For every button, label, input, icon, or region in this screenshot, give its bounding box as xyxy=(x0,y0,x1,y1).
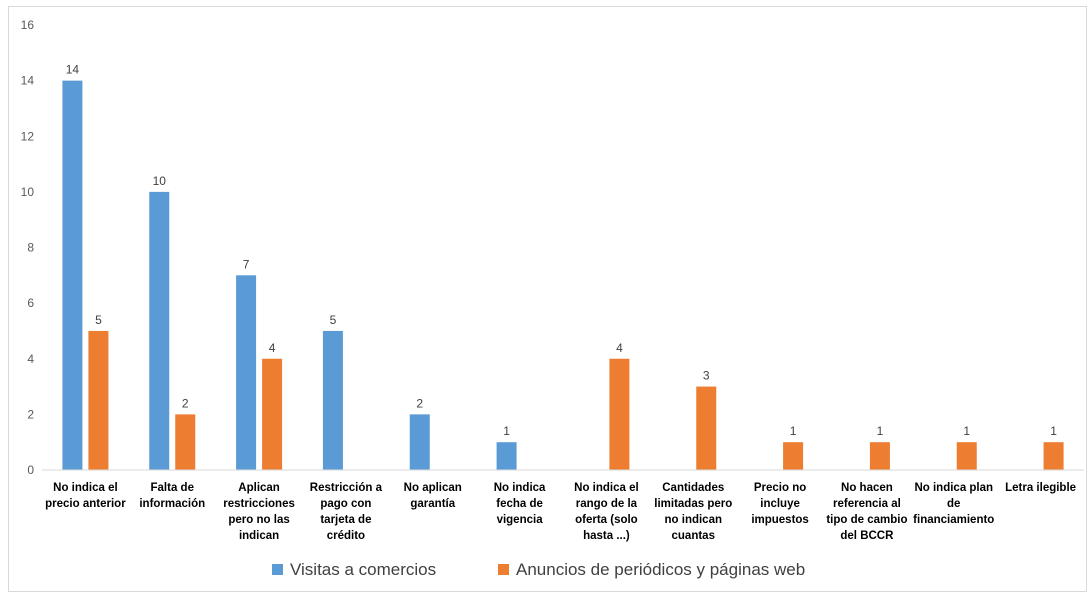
category-label-line: No aplican xyxy=(404,482,462,494)
legend-label: Anuncios de periódicos y páginas web xyxy=(516,560,805,579)
data-label: 2 xyxy=(416,396,423,410)
bar-anuncios xyxy=(1043,442,1064,470)
data-label: 4 xyxy=(269,341,276,355)
y-tick-label: 2 xyxy=(27,407,34,421)
bar-visitas xyxy=(236,275,257,470)
category-label: No indica el precio anterior xyxy=(45,482,126,510)
category-label-line: indican xyxy=(239,530,279,542)
category-label-line: limitadas pero xyxy=(654,498,732,510)
category-label-line: restricciones xyxy=(223,498,295,510)
category-label-line: no indican xyxy=(665,514,723,526)
category-label: Restricción a pago con tarjeta de crédito xyxy=(310,482,383,542)
y-tick-label: 10 xyxy=(21,185,35,199)
data-label: 1 xyxy=(963,424,970,438)
y-axis-ticks: 0 2 4 6 8 10 12 14 16 xyxy=(21,18,35,477)
category-label-line: oferta (solo xyxy=(575,514,638,526)
bar-visitas xyxy=(322,330,343,470)
category-label-line: Aplican xyxy=(238,482,280,494)
category-label-line: fecha de xyxy=(496,498,543,510)
data-label: 14 xyxy=(66,63,80,77)
category-label: No indica fecha de vigencia xyxy=(494,482,546,526)
category-label-line: precio anterior xyxy=(45,498,126,510)
category-label-line: Restricción a xyxy=(310,482,383,494)
category-label-line: vigencia xyxy=(497,514,544,526)
category-label-line: incluye xyxy=(760,498,800,510)
category-label: No aplican garantía xyxy=(404,482,462,510)
category-label-line: financiamiento xyxy=(913,514,994,526)
category-label-line: No indica plan xyxy=(914,482,993,494)
bar-anuncios xyxy=(869,442,890,470)
chart-frame xyxy=(8,6,1087,592)
y-tick-label: 4 xyxy=(27,352,34,366)
bars xyxy=(62,80,1064,470)
category-label-line: Precio no xyxy=(754,482,806,494)
category-label: Precio no incluye impuestos xyxy=(751,482,809,526)
data-label: 2 xyxy=(182,396,189,410)
category-label-line: pago con xyxy=(320,498,371,510)
bar-visitas xyxy=(496,442,517,470)
bar-anuncios xyxy=(956,442,977,470)
category-label-line: No indica xyxy=(494,482,546,494)
category-label: No indica el rango de la oferta (solo hasta… xyxy=(574,482,639,542)
data-label: 1 xyxy=(1050,424,1057,438)
y-tick-label: 12 xyxy=(21,129,35,143)
bar-visitas xyxy=(149,191,170,470)
category-label-line: No indica el xyxy=(53,482,118,494)
category-label-line: pero no las xyxy=(228,514,289,526)
data-label: 1 xyxy=(877,424,884,438)
category-label: Letra ilegible xyxy=(1005,482,1076,494)
legend-swatch xyxy=(272,564,283,575)
category-label-line: impuestos xyxy=(751,514,809,526)
data-label: 1 xyxy=(503,424,510,438)
category-label: No hacen referencia al tipo de cambio del B… xyxy=(826,482,907,542)
data-label: 10 xyxy=(153,174,167,188)
bar-anuncios xyxy=(175,414,196,470)
category-label-line: Cantidades xyxy=(662,482,724,494)
category-label-line: No indica el xyxy=(574,482,639,494)
category-label: No indica plan de financiamiento xyxy=(913,482,994,526)
y-tick-label: 16 xyxy=(21,18,35,32)
category-label-line: del BCCR xyxy=(840,530,894,542)
category-label-line: Letra ilegible xyxy=(1005,482,1076,494)
category-label: Cantidades limitadas pero no indican cuanta… xyxy=(654,482,732,542)
category-label-line: hasta ...) xyxy=(583,530,630,542)
y-tick-label: 6 xyxy=(27,296,34,310)
category-label: Aplican restricciones pero no las indican xyxy=(223,482,295,542)
bar-anuncios xyxy=(88,330,109,470)
legend-label: Visitas a comercios xyxy=(290,560,436,579)
data-label: 7 xyxy=(243,257,250,271)
y-tick-label: 14 xyxy=(21,74,35,88)
y-tick-label: 8 xyxy=(27,241,34,255)
legend: Visitas a comercios Anuncios de periódico… xyxy=(272,560,805,579)
category-label-line: tipo de cambio xyxy=(826,514,907,526)
category-label-line: de xyxy=(947,498,960,510)
category-label-line: tarjeta de xyxy=(320,514,371,526)
category-labels: No indica el precio anterior Falta de infor… xyxy=(45,482,1076,542)
category-label-line: cuantas xyxy=(672,530,715,542)
bar-anuncios xyxy=(696,386,717,470)
category-label: Falta de información xyxy=(139,482,205,510)
data-label: 5 xyxy=(330,313,337,327)
data-label: 1 xyxy=(790,424,797,438)
category-label-line: referencia al xyxy=(833,498,901,510)
bar-anuncios xyxy=(783,442,804,470)
y-tick-label: 0 xyxy=(27,463,34,477)
bar-anuncios xyxy=(609,358,630,470)
bar-visitas xyxy=(62,80,83,470)
data-label: 3 xyxy=(703,369,710,383)
category-label-line: No hacen xyxy=(841,482,893,494)
bar-anuncios xyxy=(262,358,283,470)
data-label: 5 xyxy=(95,313,102,327)
legend-swatch xyxy=(498,564,509,575)
data-label: 4 xyxy=(616,341,623,355)
category-label-line: Falta de xyxy=(151,482,194,494)
category-label-line: información xyxy=(139,498,205,510)
category-label-line: garantía xyxy=(410,498,455,510)
category-label-line: rango de la xyxy=(576,498,638,510)
bar-visitas xyxy=(409,414,430,470)
category-label-line: crédito xyxy=(327,530,365,542)
